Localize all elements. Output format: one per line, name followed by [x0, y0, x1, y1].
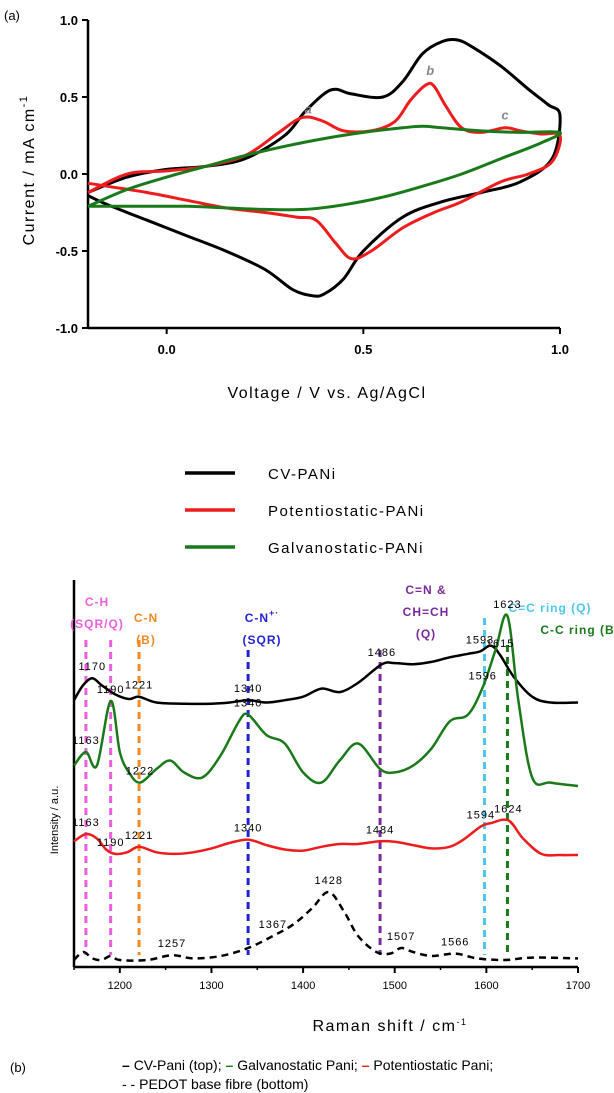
- raman-peak-label: 1340: [234, 683, 262, 695]
- cv-peak-label: a: [305, 101, 312, 116]
- raman-peak-label: 1190: [97, 837, 125, 849]
- cv-x-tick-label: 0.0: [158, 342, 176, 357]
- raman-assignment-label: C-H: [85, 595, 109, 609]
- cv-y-tick-label: 0.5: [60, 90, 78, 105]
- raman-x-tick-label: 1700: [566, 980, 590, 992]
- raman-peak-label: 1221: [125, 830, 153, 842]
- cv-y-tick-label: -0.5: [56, 244, 78, 259]
- raman-axes: 1200 1300 1400 1500 1600 1700: [72, 580, 590, 992]
- cv-y-tick-label: 0.0: [60, 167, 78, 182]
- raman-peak-label: 1566: [441, 937, 469, 949]
- cv-series-group: [87, 37, 563, 298]
- raman-peak-label: 1596: [468, 670, 496, 682]
- raman-x-tick-label: 1600: [474, 980, 498, 992]
- raman-peak-label: 1257: [158, 938, 186, 950]
- cv-plot: 1.0 0.5 0.0 -0.5 -1.0 0.0 0.5 1.0 a b c Voltage /…: [18, 13, 569, 402]
- raman-peak-label: 1428: [315, 875, 343, 887]
- raman-assignment-label: C=N &: [405, 583, 446, 597]
- footnote: – CV-Pani (top); – Galvanostatic Pani; –…: [122, 1057, 493, 1092]
- cv-y-axis-label: Current / mA cm-1: [18, 95, 38, 246]
- footnote-dash: –: [122, 1057, 134, 1073]
- raman-series-line: [73, 613, 579, 788]
- raman-x-tick-label: 1300: [199, 980, 223, 992]
- panel-label-b: (b): [10, 1060, 26, 1075]
- raman-assignment-label: (SQR/Q): [70, 617, 124, 631]
- raman-assignment-label: C-N: [134, 611, 158, 625]
- raman-peak-label: 1163: [72, 817, 100, 829]
- cv-peak-labels: a b c: [305, 63, 510, 123]
- raman-peak-label: 1163: [72, 735, 100, 747]
- cv-series-line: [87, 37, 562, 298]
- cv-y-tick-label: -1.0: [56, 321, 78, 336]
- raman-peak-label: 1507: [387, 931, 415, 943]
- raman-assignment-label: CH=CH: [403, 605, 450, 619]
- cv-series-line: [87, 81, 562, 261]
- legend-entry: CV-PANi: [268, 466, 337, 483]
- raman-plot: 1200 1300 1400 1500 1600 1700 C-H (SQR/Q) C-N (B…: [49, 580, 614, 1035]
- raman-assignment-label: C=C ring (Q): [509, 601, 592, 615]
- raman-assignment-labels: C-H (SQR/Q) C-N (B) C-N+· (SQR) C=N & CH=CH (Q) C…: [70, 583, 614, 647]
- raman-assignment-label: (SQR): [243, 633, 282, 647]
- cv-peak-label: b: [426, 63, 434, 78]
- raman-x-tick-label: 1400: [291, 980, 315, 992]
- cv-y-tick-label: 1.0: [60, 13, 78, 28]
- raman-series-line: [73, 890, 579, 962]
- footnote-dash: –: [358, 1057, 374, 1073]
- raman-x-tick-label: 1200: [108, 980, 132, 992]
- panel-label-a: (a): [4, 8, 20, 23]
- raman-peak-label: 1221: [125, 680, 153, 692]
- raman-x-axis-label: Raman shift / cm-1: [312, 1017, 467, 1035]
- raman-peak-label: 1593: [466, 634, 494, 646]
- raman-x-tick-label: 1500: [382, 980, 406, 992]
- raman-peak-label: 1340: [234, 823, 262, 835]
- cv-x-tick-label: 1.0: [551, 342, 569, 357]
- raman-assignment-label: C-N+·: [245, 608, 280, 625]
- raman-peak-label: 1484: [366, 824, 394, 836]
- raman-series-line: [73, 818, 579, 857]
- raman-series-line: [72, 644, 579, 706]
- legend: CV-PANi Potentiostatic-PANi Galvanostatic-…: [185, 466, 425, 557]
- raman-peak-label: 1594: [467, 809, 495, 821]
- raman-y-axis-label: Intensity / a.u.: [49, 786, 61, 854]
- footnote-item: CV-Pani (top);: [134, 1057, 222, 1073]
- raman-assignment-label: (B): [136, 633, 156, 647]
- raman-series-group: [72, 613, 579, 962]
- cv-peak-label: c: [501, 107, 509, 122]
- raman-peak-label: 1340: [234, 698, 262, 710]
- raman-peak-label: 1190: [97, 684, 125, 696]
- cv-x-axis-label: Voltage / V vs. Ag/AgCl: [227, 385, 426, 402]
- raman-assignment-label: (Q): [416, 627, 436, 641]
- raman-peak-label: 1615: [486, 638, 514, 650]
- footnote-line-2: - - PEDOT base fibre (bottom): [122, 1076, 308, 1092]
- cv-x-tick-label: 0.5: [354, 342, 372, 357]
- raman-assignment-lines: [84, 618, 509, 955]
- legend-entry: Galvanostatic-PANi: [268, 540, 424, 557]
- raman-peak-label: 1170: [78, 661, 106, 673]
- raman-peak-label: 1623: [493, 599, 521, 611]
- footnote-item: Potentiostatic Pani;: [373, 1057, 493, 1073]
- footnote-dash: –: [222, 1057, 238, 1073]
- cv-series-line: [87, 124, 563, 212]
- raman-peak-label: 1486: [368, 647, 396, 659]
- raman-peak-label: 1367: [259, 919, 287, 931]
- footnote-item: Galvanostatic Pani;: [237, 1057, 358, 1073]
- raman-peak-label: 1624: [494, 803, 522, 815]
- raman-assignment-label: C-C ring (B): [540, 623, 614, 637]
- legend-entry: Potentiostatic-PANi: [268, 503, 425, 520]
- footnote-line-1: – CV-Pani (top); – Galvanostatic Pani; –…: [122, 1057, 493, 1073]
- raman-peak-label: 1222: [126, 766, 154, 778]
- cv-axes: 1.0 0.5 0.0 -0.5 -1.0 0.0 0.5 1.0: [56, 13, 569, 357]
